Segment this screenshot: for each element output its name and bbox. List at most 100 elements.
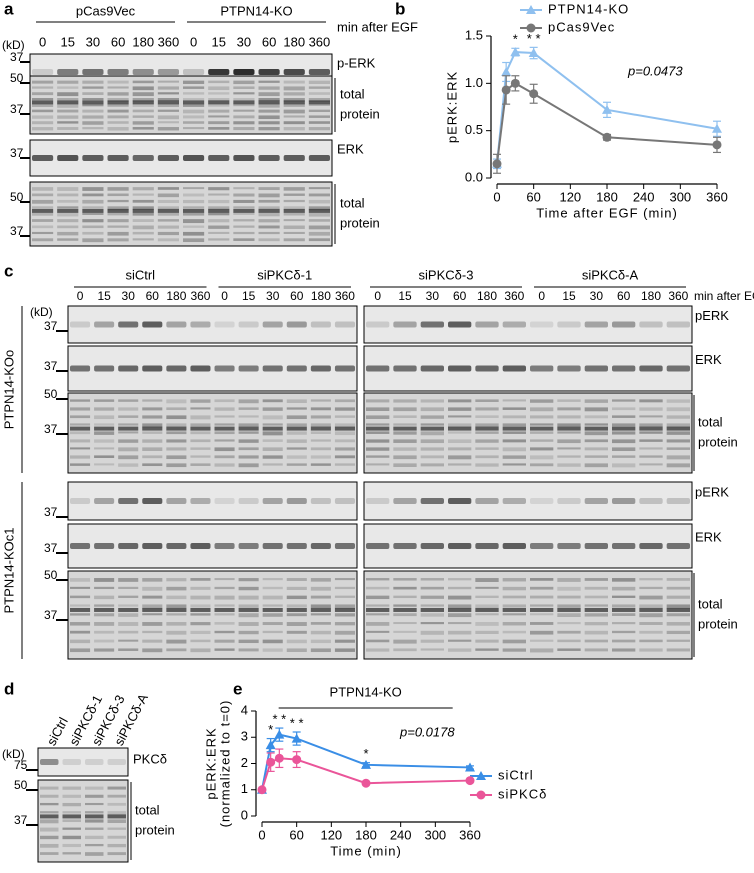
lane-label: 30 — [237, 34, 251, 49]
kd-label: (kD) — [2, 747, 25, 761]
blot-band — [57, 92, 79, 97]
blot-band — [612, 613, 636, 616]
blot-band — [166, 423, 187, 427]
blot-band — [310, 543, 331, 549]
blot-band — [57, 98, 79, 101]
blot-band — [393, 407, 417, 412]
blot-band — [448, 613, 472, 618]
blot-band — [57, 206, 79, 209]
y-axis-label: pERK:ERK — [444, 71, 459, 143]
lane-label: 180 — [641, 289, 661, 303]
blot-band — [190, 648, 211, 653]
y-axis-label: pERK:ERK — [203, 727, 218, 799]
blot-band — [32, 103, 54, 108]
blot-band — [118, 613, 139, 617]
x-tick-label: 240 — [390, 827, 412, 842]
blot-band — [190, 447, 211, 450]
blot-band — [475, 407, 499, 411]
blot-band — [666, 426, 690, 431]
blot-band — [557, 607, 581, 612]
blot-band — [557, 415, 581, 419]
blot-band — [32, 115, 54, 119]
point — [274, 729, 285, 739]
blot-band — [475, 426, 499, 431]
blot-band — [32, 225, 54, 229]
point — [529, 89, 539, 99]
point — [361, 759, 371, 769]
blot-band — [132, 92, 154, 97]
blot-band — [283, 231, 305, 234]
blot-label: ERK — [695, 352, 722, 367]
blot-band — [57, 212, 79, 217]
blot-band — [238, 399, 259, 404]
blot-band — [420, 415, 444, 419]
blot — [67, 523, 358, 569]
blot-band — [32, 238, 54, 242]
blot-band — [530, 407, 554, 412]
blot-band — [639, 431, 663, 434]
blot-band — [107, 794, 126, 798]
blot-band — [183, 206, 205, 209]
blot-band — [502, 498, 526, 504]
blot-band — [666, 423, 690, 428]
blot-band — [183, 231, 205, 236]
blot-band — [157, 103, 179, 108]
blot-band — [238, 439, 259, 443]
blot-band — [584, 639, 608, 643]
mw-marker: 37 — [10, 224, 24, 238]
blot-band — [142, 321, 163, 328]
blot-band — [286, 613, 307, 617]
blot-band — [57, 238, 79, 241]
blot-band — [132, 187, 154, 191]
blot-band — [190, 498, 211, 504]
blot-band — [238, 622, 259, 626]
blot-band — [420, 321, 444, 328]
blot-band — [258, 127, 280, 131]
blot-band — [475, 578, 499, 582]
blot-band — [283, 109, 305, 114]
blot-band — [57, 69, 79, 75]
blot-band — [142, 407, 163, 411]
blot-band — [166, 595, 187, 600]
blot-band — [32, 206, 54, 209]
blot-band — [190, 415, 211, 420]
blot-band — [334, 439, 355, 443]
blot-band — [107, 86, 129, 89]
blot-band — [310, 604, 331, 608]
legend-label: siCtrl — [498, 767, 534, 782]
blot-band — [107, 127, 129, 131]
blot-band — [530, 498, 554, 504]
blot-band — [530, 578, 554, 581]
blot-band — [334, 639, 355, 643]
blot-band — [448, 407, 472, 411]
blot-label: p-ERK — [337, 55, 376, 70]
blot-band — [475, 639, 499, 643]
blot-band — [557, 321, 581, 328]
blot-band — [208, 98, 230, 102]
series-line — [496, 82, 718, 164]
blot-band — [262, 498, 283, 504]
blot-band — [70, 607, 91, 612]
blot-band — [70, 622, 91, 626]
blot-band — [286, 578, 307, 581]
blot-band — [584, 648, 608, 652]
blot-band — [85, 835, 104, 840]
blot-band — [214, 365, 235, 372]
blot-band — [190, 595, 211, 600]
blot-band — [82, 199, 104, 204]
blot — [363, 523, 693, 569]
blot-band — [190, 630, 211, 635]
lane-label: 360 — [190, 289, 210, 303]
blot-band — [393, 595, 417, 599]
blot-band — [584, 604, 608, 607]
blot-band — [530, 639, 554, 642]
blot-band — [208, 80, 230, 84]
blot-band — [393, 426, 417, 431]
blot-band — [530, 423, 554, 426]
blot-band — [258, 115, 280, 120]
blot-band — [262, 586, 283, 590]
blot-band — [612, 586, 636, 591]
lane-label: 15 — [398, 289, 412, 303]
lane-label: 15 — [97, 289, 111, 303]
blot-band — [258, 225, 280, 229]
